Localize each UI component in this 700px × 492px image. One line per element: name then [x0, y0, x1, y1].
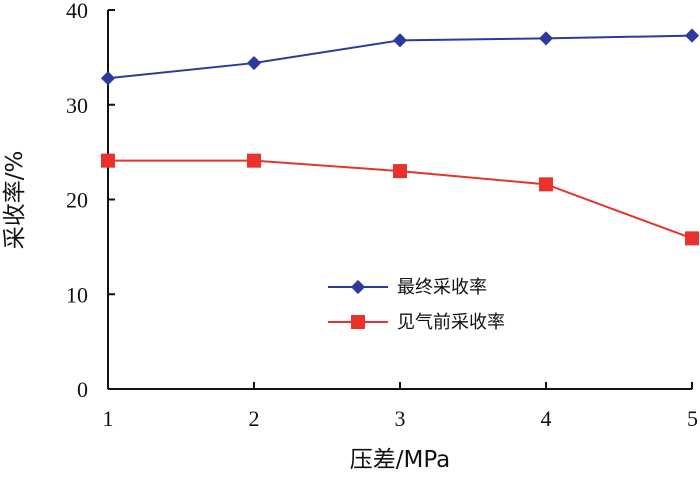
legend: 最终采收率 见气前采收率 — [328, 277, 505, 333]
x-tick-label: 4 — [541, 406, 552, 431]
y-tick-label: 20 — [66, 188, 88, 213]
series-layer — [100, 28, 700, 246]
legend-swatch-pre-marker — [351, 315, 365, 329]
x-tick-label: 3 — [395, 406, 406, 431]
data-point-square — [393, 164, 407, 179]
y-tick-label: 40 — [66, 0, 88, 23]
legend-swatch-final-marker — [350, 279, 366, 295]
y-axis-title: 采收率/% — [2, 151, 28, 250]
data-point-square — [101, 153, 115, 168]
data-point-square — [247, 153, 261, 168]
legend-label-final: 最终采收率 — [397, 277, 487, 298]
series-final-recovery — [100, 28, 700, 86]
legend-item-prebreakthrough: 见气前采收率 — [328, 312, 505, 333]
data-point-square — [685, 231, 699, 246]
y-ticks: 0 10 20 30 40 — [66, 0, 115, 402]
x-tick-label: 1 — [103, 406, 114, 431]
y-tick-label: 10 — [66, 282, 88, 307]
data-point-diamond — [392, 33, 408, 48]
legend-item-final: 最终采收率 — [328, 277, 487, 298]
data-point-diamond — [246, 55, 262, 71]
x-tick-label: 5 — [687, 406, 698, 431]
y-tick-label: 30 — [66, 93, 88, 118]
x-axis-title: 压差/MPa — [350, 447, 451, 473]
data-point-square — [539, 177, 553, 192]
legend-label-pre: 见气前采收率 — [397, 312, 505, 333]
x-ticks: 1 2 3 4 5 — [103, 382, 698, 431]
data-point-diamond — [684, 28, 700, 43]
x-tick-label: 2 — [249, 406, 260, 431]
series-prebreakthrough-recovery — [101, 153, 699, 246]
data-point-diamond — [538, 31, 554, 46]
y-tick-label: 0 — [77, 377, 88, 402]
data-point-diamond — [100, 71, 116, 86]
